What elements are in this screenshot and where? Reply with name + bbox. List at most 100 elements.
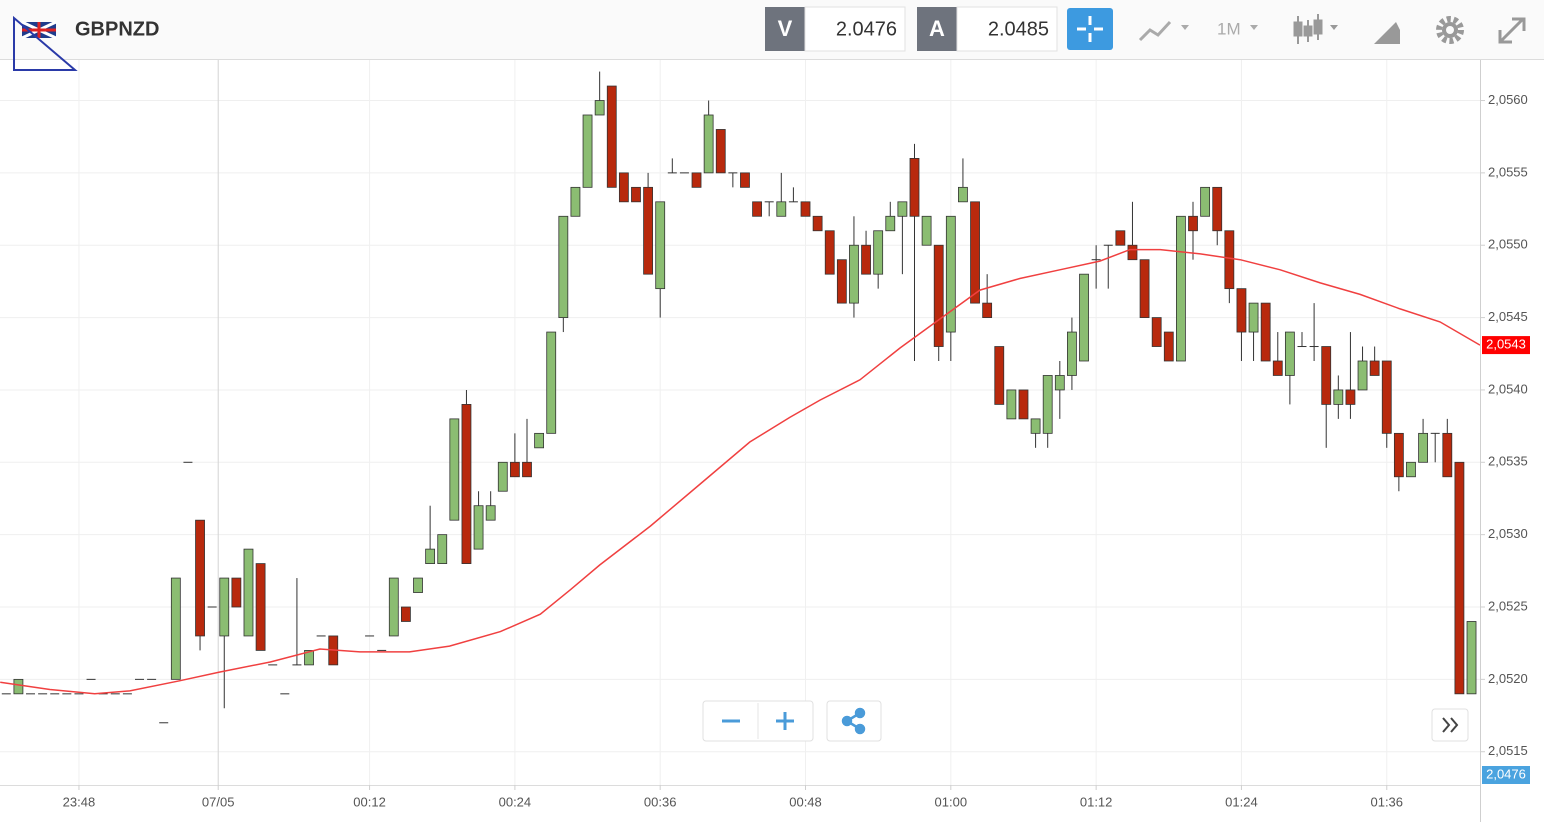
candle-body: [970, 201, 980, 304]
candle-body: [1067, 331, 1077, 376]
candle-body: [1054, 375, 1065, 391]
candle-body: [485, 505, 496, 521]
x-tick-label: 01:12: [1080, 794, 1113, 809]
candle-body: [824, 230, 835, 275]
crosshair-button[interactable]: [1067, 8, 1113, 50]
candle-body: [497, 461, 508, 492]
fullscreen-button[interactable]: [1498, 17, 1526, 44]
candle-body: [388, 577, 399, 637]
candle-body: [1454, 461, 1465, 695]
candle-body: [703, 114, 714, 174]
x-tick-label: 00:36: [644, 794, 677, 809]
candle-body: [425, 548, 436, 564]
candle-body: [849, 244, 859, 304]
candle-body: [1176, 215, 1186, 362]
candle-body: [812, 215, 823, 232]
y-tick-label: 2,0540: [1488, 381, 1528, 396]
y-tick-label: 2,0515: [1488, 743, 1528, 758]
candle-body: [958, 186, 968, 203]
candle-body: [1260, 302, 1271, 362]
candle-body: [1030, 418, 1041, 434]
settings-button[interactable]: [1436, 16, 1464, 44]
candle-body: [909, 158, 920, 217]
candle-body: [1151, 317, 1162, 347]
candle-body: [1381, 360, 1392, 434]
candle-body: [631, 186, 641, 203]
x-tick-label: 00:12: [353, 794, 386, 809]
symbol: GBPNZD: [75, 18, 159, 40]
share-button[interactable]: [841, 707, 866, 735]
x-tick-label: 01:00: [935, 794, 968, 809]
y-tick-label: 2,0525: [1488, 598, 1528, 613]
y-tick-label: 2,0520: [1488, 671, 1528, 686]
candle-body: [643, 186, 653, 275]
candle-body: [1163, 331, 1174, 362]
moving-average: [0, 248, 1481, 695]
candle-body: [606, 85, 617, 188]
candle-body: [13, 678, 24, 695]
timeframe-arrow: [1250, 25, 1258, 30]
candle-body: [715, 129, 726, 174]
candle-body: [1321, 346, 1332, 405]
y-tick-label: 2,0530: [1488, 526, 1528, 541]
candle-body: [1333, 389, 1344, 405]
candle-body: [570, 186, 581, 217]
zoom-controls: [702, 700, 882, 742]
draw-tool-button[interactable]: [1374, 22, 1400, 44]
candle-body: [594, 100, 605, 116]
timeframe[interactable]: 1M: [1217, 19, 1241, 38]
candle-body: [1200, 186, 1211, 217]
x-tick-label: 07/05: [202, 794, 235, 809]
candle-body: [776, 201, 787, 217]
price-tag: [1482, 766, 1530, 784]
scroll-end-button[interactable]: [1431, 708, 1469, 742]
candle-body: [219, 577, 230, 637]
candle-body: [546, 331, 557, 434]
x-tick-label: 00:48: [789, 794, 822, 809]
candle-body: [1236, 288, 1247, 333]
candle-body: [994, 346, 1005, 405]
candle-body: [1357, 360, 1368, 391]
candle-body: [1272, 360, 1283, 376]
candle-body: [740, 172, 750, 188]
candle-body: [255, 563, 266, 651]
drawing-shape: [13, 15, 78, 71]
x-tick-label: 00:24: [499, 794, 532, 809]
ask-box[interactable]: [917, 7, 957, 51]
candle-body: [945, 215, 956, 333]
candle-body: [1406, 461, 1416, 478]
bid-value: 2.0476: [836, 18, 897, 40]
candle-body: [1188, 215, 1198, 232]
candle-body: [861, 244, 871, 275]
candle-body: [413, 577, 423, 593]
candle-body: [1079, 273, 1089, 362]
candle-body: [618, 172, 629, 203]
bid-label: V: [778, 16, 793, 41]
candle-body: [509, 461, 520, 478]
ask-value: 2.0485: [988, 18, 1049, 40]
candle-body: [170, 577, 181, 680]
candle-body: [1284, 331, 1295, 376]
x-tick-label: 23:48: [63, 794, 96, 809]
chart-type-button[interactable]: [1138, 20, 1189, 42]
candle-body: [401, 606, 411, 622]
candle-body: [933, 244, 944, 347]
candle-body: [1224, 230, 1235, 290]
x-tick-label: 01:36: [1370, 794, 1403, 809]
candle-body: [522, 461, 532, 478]
candle-body: [1418, 432, 1428, 463]
candle-body: [534, 432, 545, 449]
candle-body: [1393, 432, 1404, 478]
y-tick-label: 2,0550: [1488, 237, 1528, 252]
x-tick-label: 01:24: [1225, 794, 1258, 809]
zoom-in-button[interactable]: [776, 712, 794, 730]
bid-box[interactable]: [765, 7, 805, 51]
candle-body: [897, 201, 908, 217]
candle-body: [1248, 302, 1259, 333]
candle-body: [921, 215, 932, 246]
candle-style-button[interactable]: [1293, 14, 1338, 44]
candle-body: [1042, 375, 1053, 434]
y-tick-label: 2,0560: [1488, 92, 1528, 107]
price-tag-label: 2,0476: [1486, 766, 1526, 781]
